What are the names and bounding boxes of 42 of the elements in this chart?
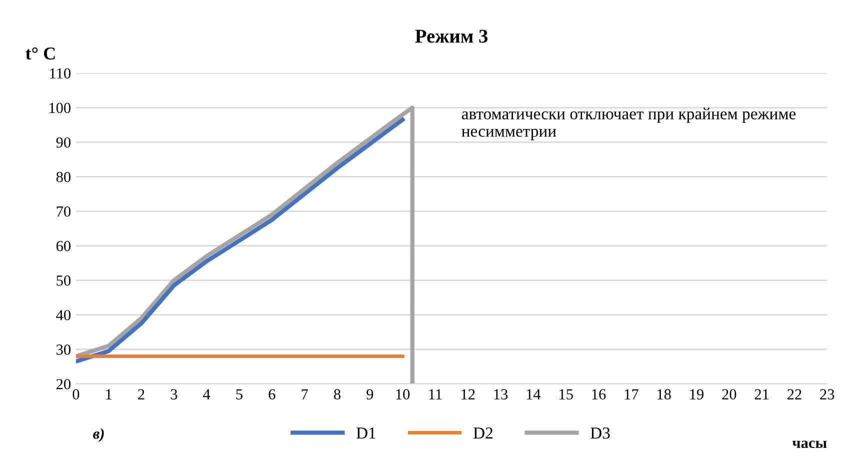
- y-tick-label: 40: [56, 310, 71, 320]
- x-tick-label: 21: [754, 389, 769, 400]
- y-tick-label: 50: [56, 275, 71, 286]
- x-tick-label: 7: [302, 389, 308, 400]
- chart-title: Режим 3: [415, 30, 488, 43]
- x-tick-label: 5: [236, 389, 242, 400]
- annotation: автоматически отключает при крайнем режиме несимметрии: [462, 108, 796, 140]
- legend-label: D2: [474, 427, 492, 439]
- legend-label: D1: [356, 428, 376, 439]
- x-tick-label: 9: [366, 389, 374, 400]
- y-axis-title: t° C: [26, 47, 55, 60]
- y-tick-label: 20: [56, 379, 71, 390]
- x-tick-label: 13: [494, 389, 508, 400]
- y-tick-label: 70: [56, 206, 71, 217]
- x-tick-label: 2: [138, 389, 144, 400]
- x-tick-label: 23: [820, 389, 834, 400]
- x-tick-label: 16: [592, 389, 606, 400]
- x-tick-label: 19: [690, 389, 704, 400]
- y-tick-label: 80: [56, 172, 71, 182]
- legend-label: D3: [590, 427, 610, 439]
- x-tick-label: 6: [268, 389, 276, 400]
- x-axis-title: часы: [792, 440, 827, 448]
- y-tick-label: 30: [56, 344, 71, 355]
- x-tick-label: 8: [334, 389, 340, 400]
- x-tick-label: 12: [462, 389, 475, 400]
- x-tick-label: 10: [396, 389, 410, 400]
- x-tick-label: 0: [72, 389, 80, 400]
- x-tick-label: 20: [722, 389, 736, 400]
- text: в): [93, 428, 104, 442]
- x-tick-label: 18: [658, 389, 671, 400]
- x-tick-label: 4: [203, 389, 210, 400]
- y-tick-label: 100: [50, 102, 71, 114]
- y-tick-label: 110: [50, 68, 71, 79]
- x-tick-label: 17: [624, 389, 638, 400]
- x-tick-label: 3: [170, 389, 178, 400]
- x-tick-label: 22: [787, 389, 802, 400]
- x-tick-label: 1: [106, 389, 112, 400]
- y-tick-label: 90: [56, 137, 71, 148]
- y-tick-label: 60: [56, 240, 71, 252]
- x-tick-label: 15: [560, 389, 573, 400]
- x-tick-label: 11: [429, 389, 442, 400]
- x-tick-label: 14: [526, 389, 541, 400]
